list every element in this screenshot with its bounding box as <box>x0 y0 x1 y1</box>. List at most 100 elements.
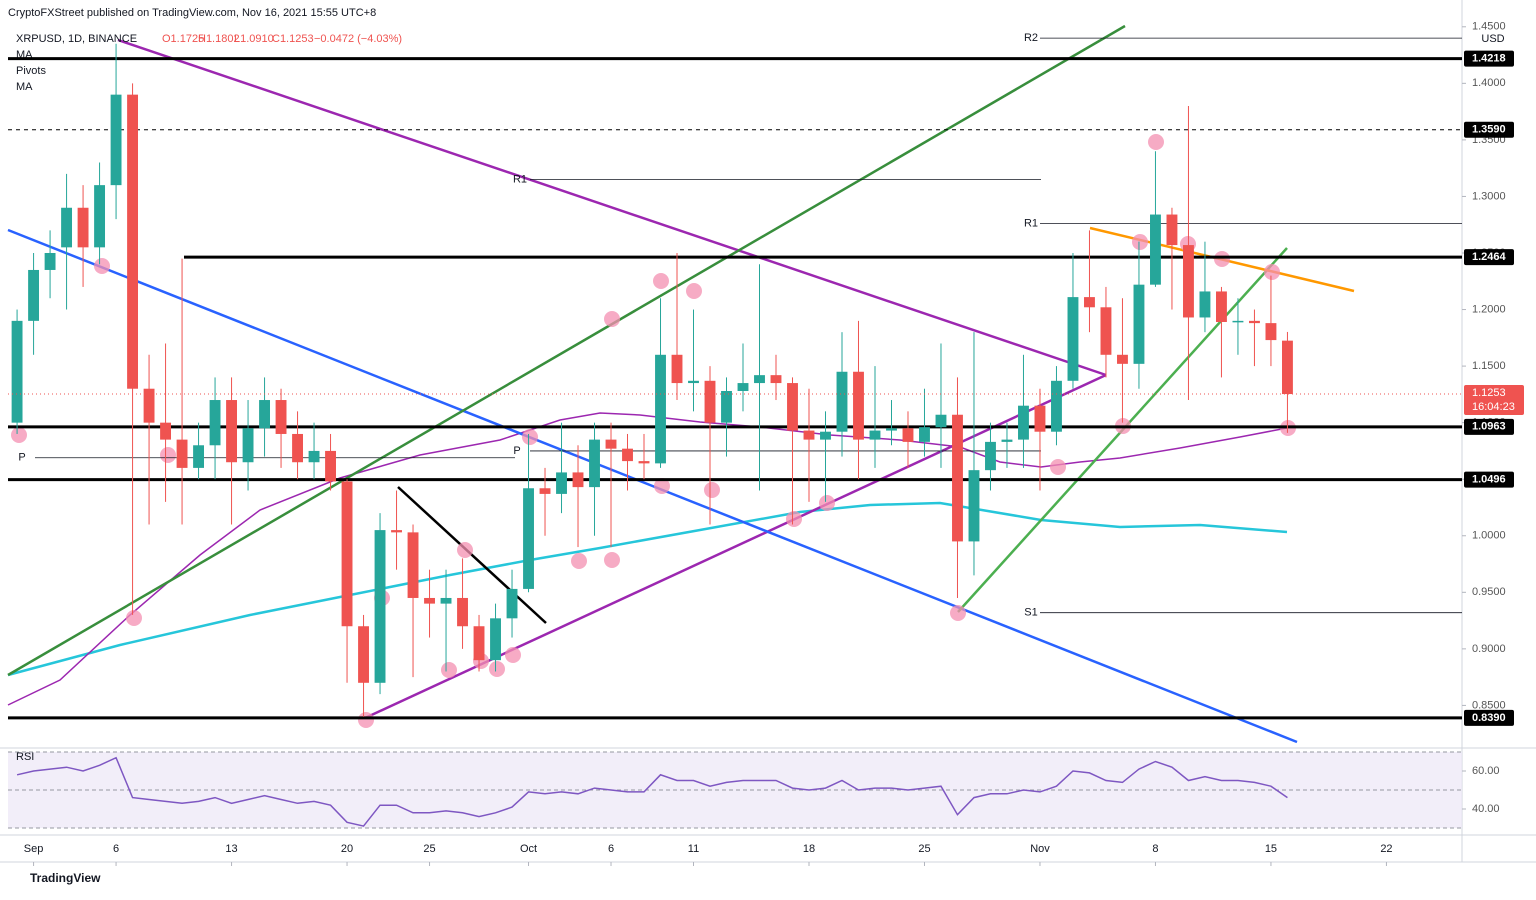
x-tick-label: 15 <box>1265 843 1277 855</box>
candle-body <box>259 400 270 429</box>
level-label: 1.0963 <box>1472 421 1506 433</box>
candle-body <box>869 430 881 440</box>
candle-body <box>985 441 996 471</box>
marker <box>604 552 620 568</box>
pivot-label: P <box>18 452 25 464</box>
x-tick-label: Nov <box>1030 843 1050 855</box>
trend-line <box>397 486 547 624</box>
marker <box>819 495 835 511</box>
candle-body <box>655 354 666 464</box>
candle-body <box>836 371 848 432</box>
trend-line <box>117 38 1107 377</box>
marker <box>126 610 142 626</box>
marker <box>571 553 587 569</box>
candle-body <box>1100 307 1112 355</box>
last-price-tag <box>1464 385 1524 416</box>
marker <box>1050 459 1066 475</box>
candle-body <box>671 354 683 384</box>
ohlc-change: −0.0472 (−4.03%) <box>314 33 402 45</box>
rsi-title: RSI <box>16 751 34 763</box>
candle-body <box>308 450 320 463</box>
candle-body <box>820 431 831 440</box>
last-price-label: 1.1253 <box>1472 387 1506 399</box>
marker <box>654 478 670 494</box>
candle-body <box>506 588 518 619</box>
rsi-line <box>16 756 1288 827</box>
candle-body <box>952 414 963 542</box>
x-tick-label: 6 <box>113 843 119 855</box>
level-tag <box>1464 50 1514 67</box>
candle-body <box>407 532 419 598</box>
marker <box>1264 264 1280 280</box>
candle-body <box>1265 323 1277 341</box>
candle-body <box>688 380 699 384</box>
marker <box>160 447 176 463</box>
y-tick-label: 0.9000 <box>1472 643 1506 655</box>
y-tick-label: 1.4500 <box>1472 21 1506 33</box>
marker <box>704 482 720 498</box>
candle-body <box>1232 320 1244 323</box>
candle-body <box>424 597 435 604</box>
candle-body <box>391 530 402 533</box>
candle-body <box>589 439 600 488</box>
x-tick-label: 8 <box>1152 843 1158 855</box>
candle-body <box>143 388 155 423</box>
candle-body <box>968 470 980 542</box>
symbol: XRPUSD, 1D, BINANCE <box>16 33 137 45</box>
marker <box>441 662 457 678</box>
marker <box>1148 134 1164 150</box>
candle-body <box>787 383 798 431</box>
candle-body <box>902 428 914 442</box>
candle-body <box>721 390 732 423</box>
publisher: CryptoFXStreet published on TradingView.… <box>8 7 376 19</box>
x-tick-label: Sep <box>24 843 44 855</box>
candle-body <box>1150 214 1161 285</box>
marker <box>11 427 27 443</box>
candle-body <box>638 461 650 464</box>
candle-body <box>473 626 485 661</box>
trend-line <box>7 24 1126 677</box>
y-tick-label: 1.4000 <box>1472 77 1506 89</box>
candle-body <box>1216 291 1227 322</box>
marker <box>457 542 473 558</box>
candle-body <box>275 400 287 434</box>
ohlc-high: H1.1802 <box>198 33 240 45</box>
marker <box>786 511 802 527</box>
x-tick-label: 25 <box>918 843 930 855</box>
candle-body <box>226 400 237 463</box>
candle-body <box>886 428 897 431</box>
marker <box>94 258 110 274</box>
rsi-tick-label: 60.00 <box>1472 765 1500 777</box>
candle-body <box>803 430 815 440</box>
candle-body <box>1133 284 1145 364</box>
level-tag <box>1464 418 1514 435</box>
marker <box>1214 251 1230 267</box>
pivot-label: R2 <box>1024 32 1038 44</box>
candle-body <box>605 439 617 449</box>
candle-body <box>94 185 106 248</box>
candle-body <box>754 375 765 384</box>
pivot-label: R1 <box>513 173 527 185</box>
y-tick-label: 0.9500 <box>1472 586 1506 598</box>
candle-body <box>1084 297 1095 308</box>
marker <box>522 429 538 445</box>
marker <box>489 661 505 677</box>
candle-body <box>737 383 749 391</box>
candle-body <box>1183 245 1194 318</box>
x-tick-label: 13 <box>225 843 237 855</box>
candle-body <box>523 488 534 589</box>
candle-body <box>1067 297 1079 381</box>
level-tag <box>1464 471 1514 488</box>
markers <box>11 134 1296 728</box>
candle-body <box>572 472 584 488</box>
ohlc-open: O1.1725 <box>162 33 204 45</box>
candle-body <box>556 472 567 494</box>
level-label: 1.3590 <box>1472 124 1506 136</box>
candle-body <box>127 94 139 389</box>
candle-body <box>1117 354 1128 364</box>
candle-body <box>704 380 716 423</box>
candle-body <box>209 400 221 446</box>
ohlc-low: L1.0910 <box>234 33 274 45</box>
